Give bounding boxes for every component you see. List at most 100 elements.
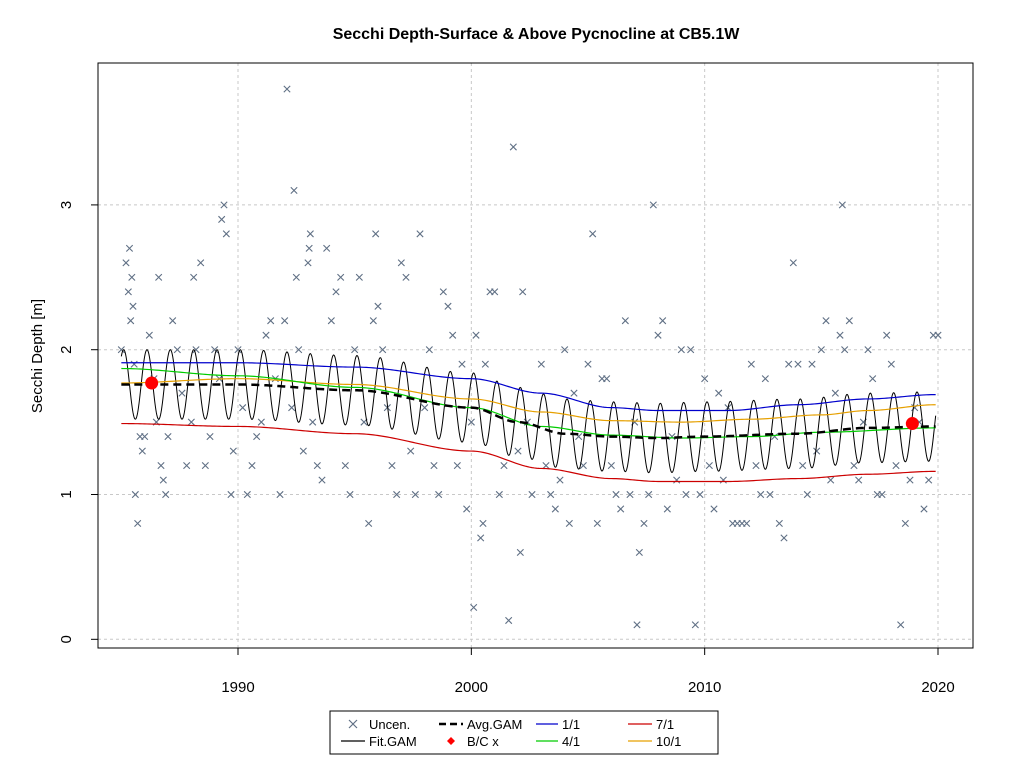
observation-point (332, 288, 340, 296)
observation-point (190, 273, 198, 281)
observation-point (164, 433, 172, 441)
observation-point (645, 490, 653, 499)
observation-point (125, 244, 134, 252)
observation-point (309, 418, 317, 426)
observation-point (617, 505, 625, 513)
observation-point (183, 461, 191, 470)
x-tick-label: 2020 (921, 679, 954, 696)
observation-point (187, 418, 195, 426)
observation-point (654, 331, 662, 339)
observation-point (141, 433, 149, 441)
observation-point (127, 317, 135, 325)
observation-point (603, 375, 611, 383)
legend-s4-label: 4/1 (562, 734, 580, 749)
observation-point (516, 548, 524, 557)
observation-point (288, 404, 296, 412)
observation-point (178, 389, 186, 397)
observation-point (635, 548, 643, 557)
observation-point (743, 519, 751, 528)
observation-point (831, 389, 839, 397)
observation-point (761, 375, 769, 383)
observation-point (253, 433, 261, 441)
observation-point (584, 360, 592, 368)
observation-point (715, 389, 723, 397)
observation-point (369, 317, 377, 325)
observation-point (124, 288, 132, 296)
legend-item-7-1: 7/1 (628, 717, 674, 732)
series-line-s10 (121, 378, 936, 423)
observation-point (290, 186, 298, 195)
legend-item-uncen: Uncen. (348, 717, 410, 732)
observation-point (561, 346, 569, 354)
observation-point (528, 490, 536, 499)
legend: Uncen. Fit.GAM Avg.GAM B/C x 1/1 4/1 7/1 (329, 710, 719, 755)
observation-point (869, 375, 877, 383)
observation-point (505, 616, 513, 625)
observation-point (589, 230, 597, 238)
observation-point (803, 490, 811, 499)
observation-point (556, 476, 564, 484)
observation-point (248, 461, 256, 470)
observation-point (794, 360, 802, 368)
observation-point (416, 230, 424, 238)
legend-box (329, 710, 719, 755)
observation-point (934, 331, 942, 339)
observation-point (612, 490, 620, 499)
observation-point (157, 461, 165, 470)
y-tick-label: 0 (58, 635, 75, 643)
observation-point (479, 519, 487, 528)
observation-point (537, 360, 545, 368)
observation-point (323, 244, 331, 252)
observation-point (789, 259, 797, 267)
observation-point (845, 317, 853, 325)
bc-point (145, 376, 159, 390)
observation-point (374, 302, 382, 310)
observation-point (841, 346, 849, 354)
observation-point (351, 346, 359, 354)
legend-item-bc: B/C x (447, 734, 499, 749)
x-tick-label: 2010 (688, 679, 721, 696)
observation-point (306, 230, 314, 238)
x-axis: 1990 2000 2010 2020 (221, 647, 955, 696)
legend-uncen-label: Uncen. (369, 717, 410, 732)
observation-point (155, 273, 163, 281)
observation-point (218, 215, 226, 223)
observation-point (304, 259, 312, 267)
observation-point (822, 317, 830, 325)
observation-point (677, 346, 685, 354)
observation-point (130, 360, 138, 368)
observation-point (855, 476, 863, 484)
observation-point (509, 143, 517, 151)
observation-point (229, 447, 237, 455)
observation-point (775, 519, 783, 528)
observation-point (453, 461, 461, 470)
observation-point (780, 534, 788, 542)
observation-point (906, 476, 914, 484)
observation-point (472, 331, 480, 339)
observation-point (649, 201, 657, 209)
legend-item-1-1: 1/1 (536, 717, 580, 732)
observation-point (757, 490, 765, 499)
observation-point (220, 201, 228, 209)
observation-point (313, 461, 321, 470)
observation-point (470, 603, 478, 612)
observation-point (173, 346, 181, 354)
y-axis-label: Secchi Depth [m] (29, 299, 46, 413)
observation-point (850, 461, 858, 470)
observation-point (365, 519, 373, 528)
bc-points (145, 376, 919, 431)
observation-point (299, 447, 307, 455)
observation-point (687, 346, 695, 354)
observation-point (668, 433, 676, 441)
legend-s7-label: 7/1 (656, 717, 674, 732)
observation-point (197, 259, 205, 267)
observation-point (691, 621, 699, 629)
observation-point (836, 331, 844, 339)
observation-point (747, 360, 755, 368)
y-tick-label: 3 (58, 201, 75, 209)
observation-point (607, 461, 615, 470)
observation-point (138, 447, 146, 455)
observation-point (243, 490, 251, 499)
observation-point (481, 360, 489, 368)
